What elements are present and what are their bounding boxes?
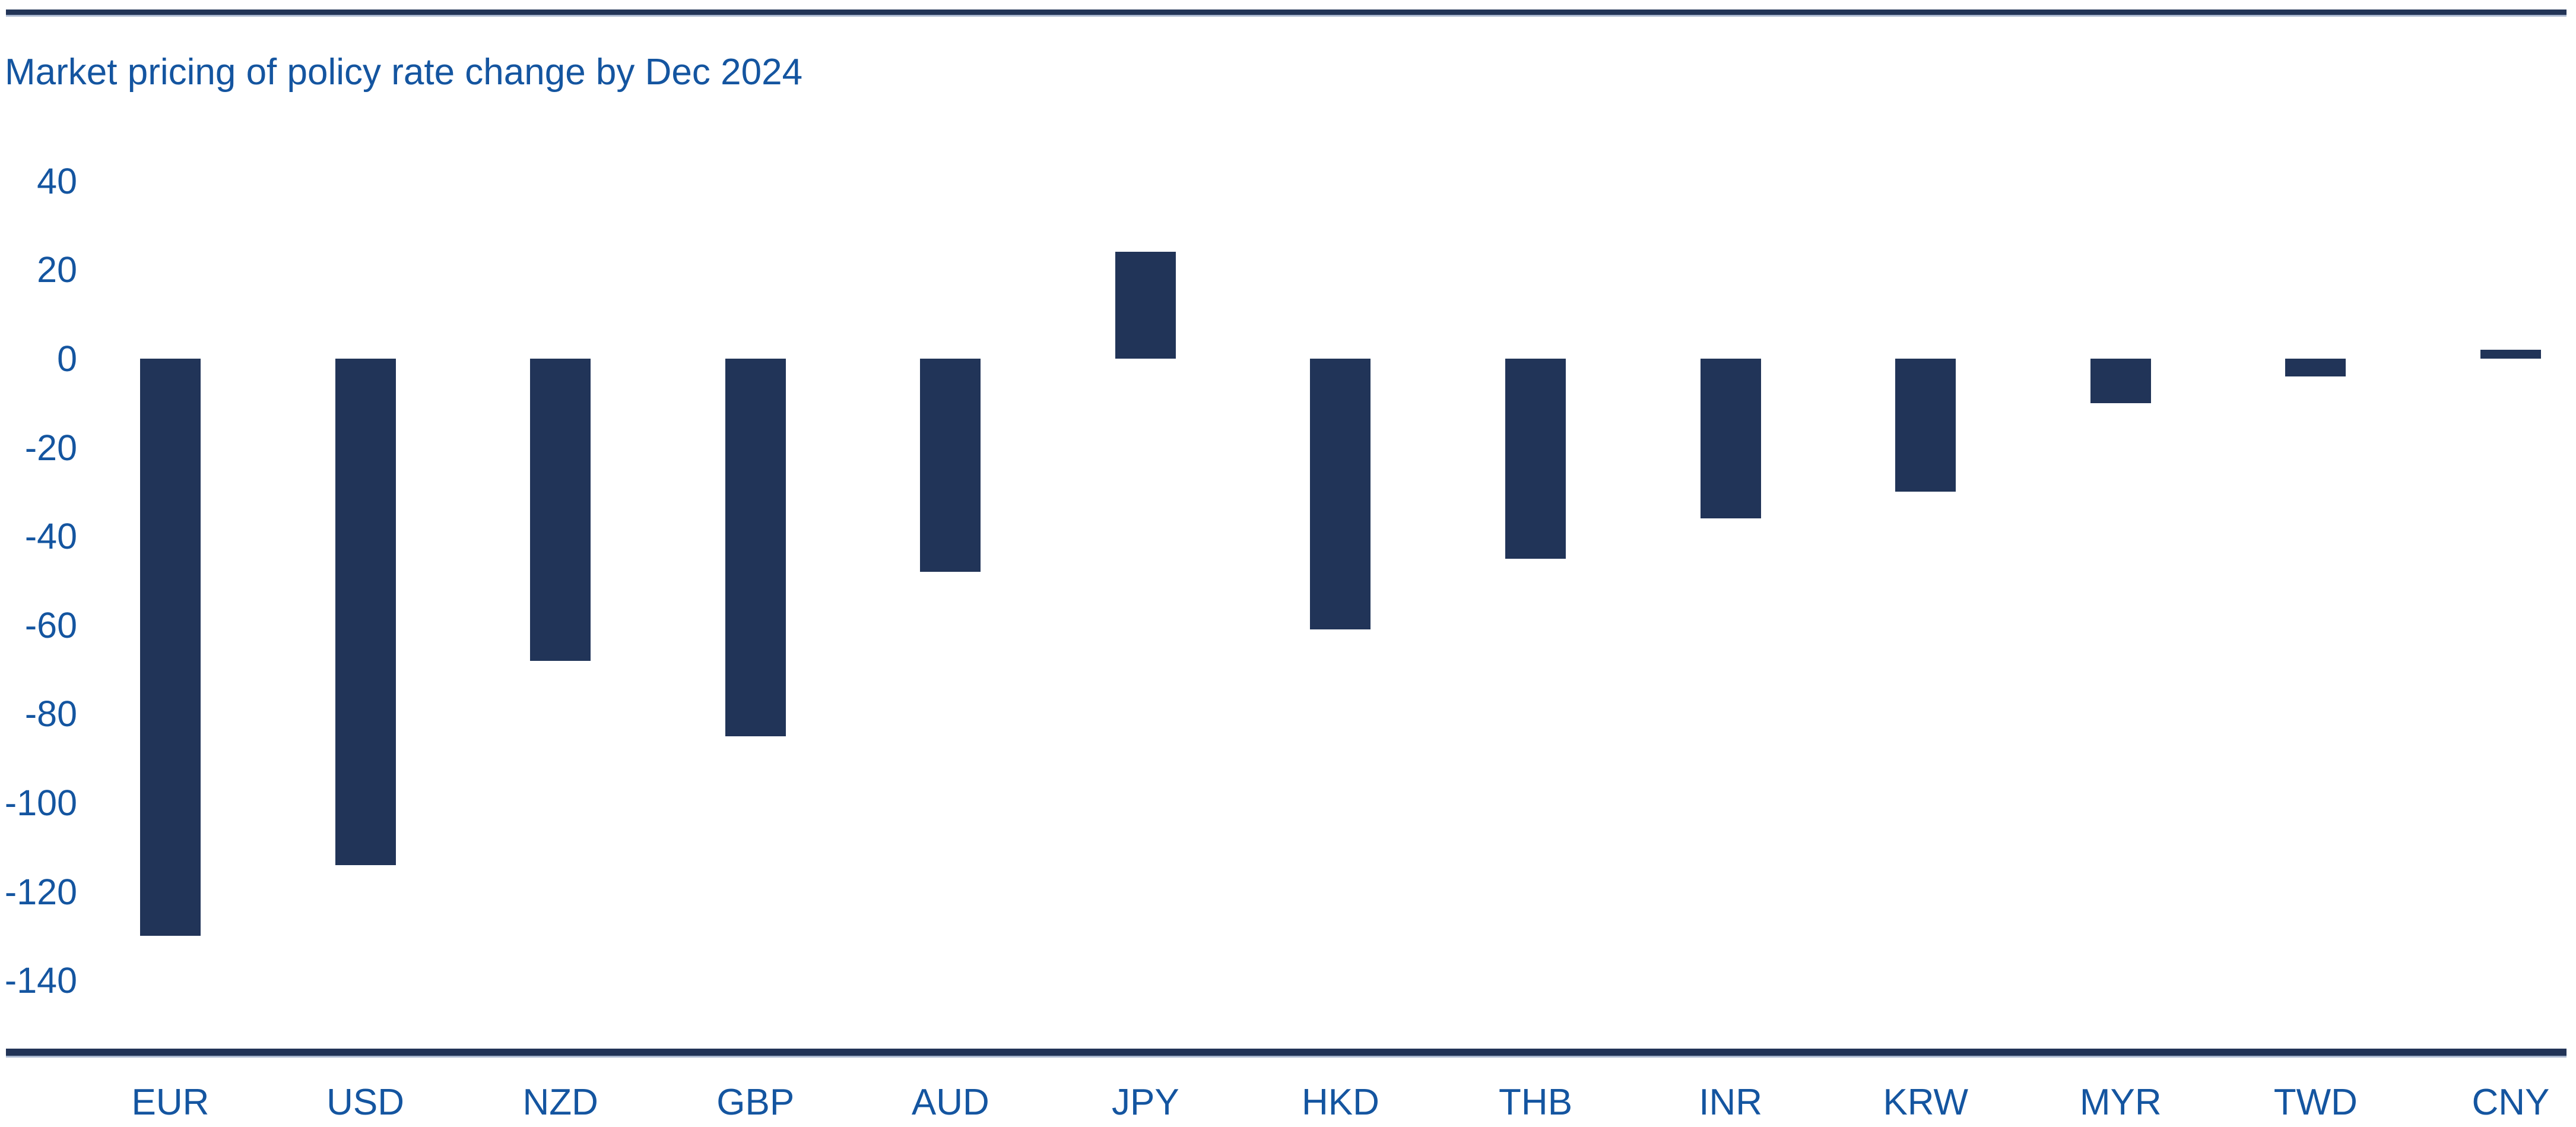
- y-tick-label-0: 0: [57, 338, 77, 379]
- y-tick-label--20: -20: [24, 427, 77, 468]
- x-label-inr: INR: [1699, 1082, 1763, 1123]
- bar-nzd: [530, 359, 591, 661]
- y-tick-label--60: -60: [24, 604, 77, 645]
- x-label-thb: THB: [1499, 1082, 1573, 1123]
- top-rule: [6, 10, 2567, 17]
- chart-title: Market pricing of policy rate change by …: [5, 52, 803, 93]
- x-label-krw: KRW: [1883, 1082, 1968, 1123]
- bar-cny: [2480, 350, 2541, 359]
- bar-eur: [140, 359, 201, 936]
- x-label-jpy: JPY: [1112, 1082, 1179, 1123]
- x-label-myr: MYR: [2079, 1082, 2162, 1123]
- y-tick-label-20: 20: [37, 249, 77, 290]
- bar-inr: [1700, 359, 1761, 519]
- y-tick-label--140: -140: [4, 960, 77, 1001]
- bar-myr: [2090, 359, 2151, 403]
- x-label-usd: USD: [326, 1082, 405, 1123]
- x-label-gbp: GBP: [716, 1082, 795, 1123]
- x-label-twd: TWD: [2273, 1082, 2358, 1123]
- y-tick-label--80: -80: [24, 694, 77, 735]
- x-label-hkd: HKD: [1302, 1082, 1379, 1123]
- bar-gbp: [725, 359, 786, 736]
- bar-usd: [335, 359, 396, 865]
- x-axis-line: [6, 1049, 2567, 1058]
- x-label-cny: CNY: [2472, 1082, 2550, 1123]
- x-label-eur: EUR: [131, 1082, 210, 1123]
- bar-thb: [1505, 359, 1566, 559]
- bar-twd: [2285, 359, 2346, 376]
- bar-hkd: [1310, 359, 1371, 630]
- bar-aud: [920, 359, 981, 572]
- bar-krw: [1895, 359, 1956, 492]
- y-tick-label--100: -100: [4, 783, 77, 823]
- bar-jpy: [1115, 252, 1176, 359]
- x-label-aud: AUD: [911, 1082, 989, 1123]
- x-label-nzd: NZD: [522, 1082, 598, 1123]
- y-tick-label--120: -120: [4, 871, 77, 912]
- y-tick-label--40: -40: [24, 516, 77, 557]
- y-tick-label-40: 40: [37, 160, 77, 201]
